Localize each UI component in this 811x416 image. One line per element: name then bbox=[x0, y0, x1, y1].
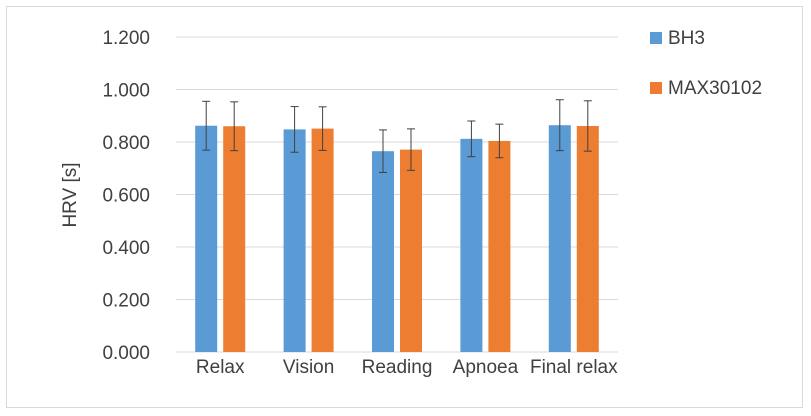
gridlines bbox=[176, 36, 618, 353]
x-tick-label: Apnoea bbox=[453, 357, 519, 378]
x-tick-label: Reading bbox=[362, 357, 433, 378]
y-tick-label: 0.400 bbox=[102, 238, 150, 259]
bar-bh3-apnoea bbox=[460, 138, 483, 352]
y-tick-label: 0.000 bbox=[102, 343, 150, 364]
x-axis: Relax Vision Reading Apnoea Final relax bbox=[196, 357, 618, 378]
legend-swatch-bh3 bbox=[650, 32, 662, 44]
legend: BH3 MAX30102 bbox=[650, 28, 762, 99]
y-tick-label: 1.000 bbox=[102, 81, 150, 102]
y-tick-label: 0.800 bbox=[102, 133, 150, 154]
error-bars bbox=[202, 99, 592, 173]
legend-label: BH3 bbox=[668, 28, 705, 49]
bar-max30102-vision bbox=[311, 128, 334, 352]
bars bbox=[195, 125, 599, 352]
y-tick-label: 0.600 bbox=[102, 186, 150, 207]
y-axis: 0.000 0.200 0.400 0.600 0.800 1.000 1.200 bbox=[102, 28, 150, 364]
bar-max30102-final-relax bbox=[576, 125, 599, 352]
bar-bh3-vision bbox=[283, 129, 306, 352]
bar-max30102-apnoea bbox=[488, 140, 511, 352]
y-axis-label: HRV [s] bbox=[60, 162, 81, 227]
x-tick-label: Relax bbox=[196, 357, 245, 378]
x-tick-label: Final relax bbox=[530, 357, 618, 378]
y-tick-label: 0.200 bbox=[102, 291, 150, 312]
bar-max30102-relax bbox=[223, 126, 246, 352]
x-tick-label: Vision bbox=[283, 357, 334, 378]
legend-swatch-max30102 bbox=[650, 82, 662, 94]
bar-max30102-reading bbox=[400, 149, 422, 352]
bar-bh3-relax bbox=[195, 125, 218, 352]
bar-bh3-reading bbox=[372, 151, 394, 352]
bar-bh3-final-relax bbox=[548, 125, 571, 352]
legend-label: MAX30102 bbox=[668, 78, 762, 99]
y-tick-label: 1.200 bbox=[102, 28, 150, 49]
